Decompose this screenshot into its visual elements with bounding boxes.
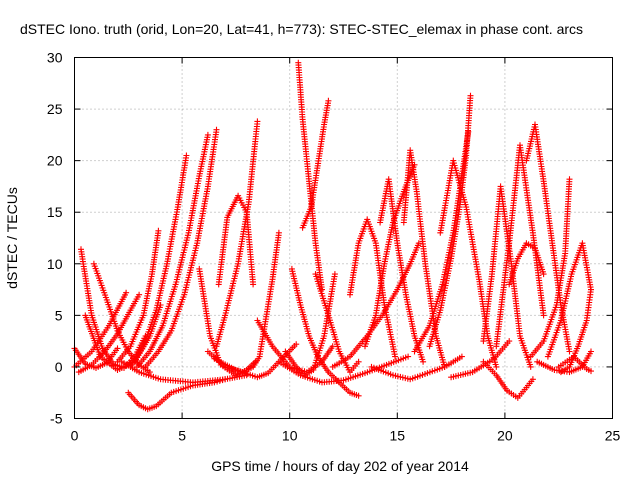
x-tick-label: 5 (178, 428, 186, 444)
x-tick-label: 20 (497, 428, 513, 444)
series-40 (544, 240, 594, 360)
series-19 (288, 265, 362, 399)
series-23 (275, 353, 412, 386)
series-33 (448, 338, 513, 381)
series-43-points (555, 353, 594, 375)
series-12-points (196, 265, 259, 379)
y-tick-label: 0 (55, 359, 63, 375)
series-30 (411, 128, 472, 355)
y-tick-label: 30 (47, 50, 63, 66)
series-36 (480, 358, 536, 401)
series-32 (437, 157, 500, 370)
y-axis-ticks: -5 0 5 10 15 20 25 30 (47, 50, 613, 427)
y-tick-label: 10 (47, 256, 63, 272)
series-11-points (142, 126, 220, 370)
series-33-points (448, 338, 513, 381)
series-30-points (411, 128, 472, 355)
plot-frame (74, 57, 613, 419)
series-8-points (114, 227, 162, 365)
y-tick-label: 5 (55, 307, 63, 323)
series-42 (534, 348, 594, 376)
series-39 (527, 176, 573, 360)
x-tick-label: 0 (71, 428, 79, 444)
data-marks (71, 59, 594, 413)
series-19-points (288, 265, 362, 399)
series-8 (114, 227, 162, 365)
series-21 (299, 97, 332, 231)
series-43 (555, 353, 594, 375)
series-37-points (506, 240, 547, 288)
series-29 (368, 353, 465, 383)
series-7 (118, 358, 250, 386)
series-9-points (127, 152, 190, 370)
series-35-points (493, 142, 547, 350)
x-tick-label: 10 (282, 428, 298, 444)
series-12 (196, 265, 259, 379)
y-tick-label: 25 (47, 101, 63, 117)
series-15-points (213, 118, 261, 350)
series-9 (127, 152, 190, 370)
series-34 (480, 183, 534, 370)
series-37 (506, 240, 547, 288)
series-10-points (133, 131, 211, 370)
series-31-points (426, 92, 474, 350)
series-5 (75, 291, 143, 376)
x-tick-label: 25 (605, 428, 621, 444)
x-tick-label: 15 (390, 428, 406, 444)
series-35 (493, 142, 547, 350)
x-axis-ticks: 0 5 10 15 20 25 (71, 57, 621, 444)
chart-title: dSTEC Iono. truth (orid, Lon=20, Lat=41,… (20, 21, 583, 37)
series-27 (377, 176, 427, 365)
series-20 (295, 59, 325, 293)
series-39-points (527, 176, 573, 360)
series-31 (426, 92, 474, 350)
series-11 (142, 126, 220, 370)
series-28-points (400, 147, 448, 370)
series-10 (133, 131, 211, 370)
y-tick-label: -5 (50, 411, 63, 427)
series-16-points (211, 341, 300, 381)
series-5-points (75, 291, 143, 376)
series-29-points (368, 353, 465, 383)
y-tick-label: 15 (47, 204, 63, 220)
series-23-points (275, 353, 412, 386)
series-27-points (377, 176, 427, 365)
series-16 (211, 341, 300, 381)
grid (74, 57, 613, 419)
series-15 (213, 118, 261, 350)
x-axis-label: GPS time / hours of day 202 of year 2014 (211, 458, 469, 474)
series-7-points (118, 358, 250, 386)
series-21-points (299, 97, 332, 231)
y-axis-label: dSTEC / TECUs (4, 187, 20, 289)
series-28 (400, 147, 448, 370)
series-36-points (480, 358, 536, 401)
series-32-points (437, 157, 500, 370)
series-40-points (544, 240, 594, 360)
series-20-points (295, 59, 325, 293)
series-42-points (534, 348, 594, 376)
series-34-points (480, 183, 534, 370)
y-tick-label: 20 (47, 153, 63, 169)
